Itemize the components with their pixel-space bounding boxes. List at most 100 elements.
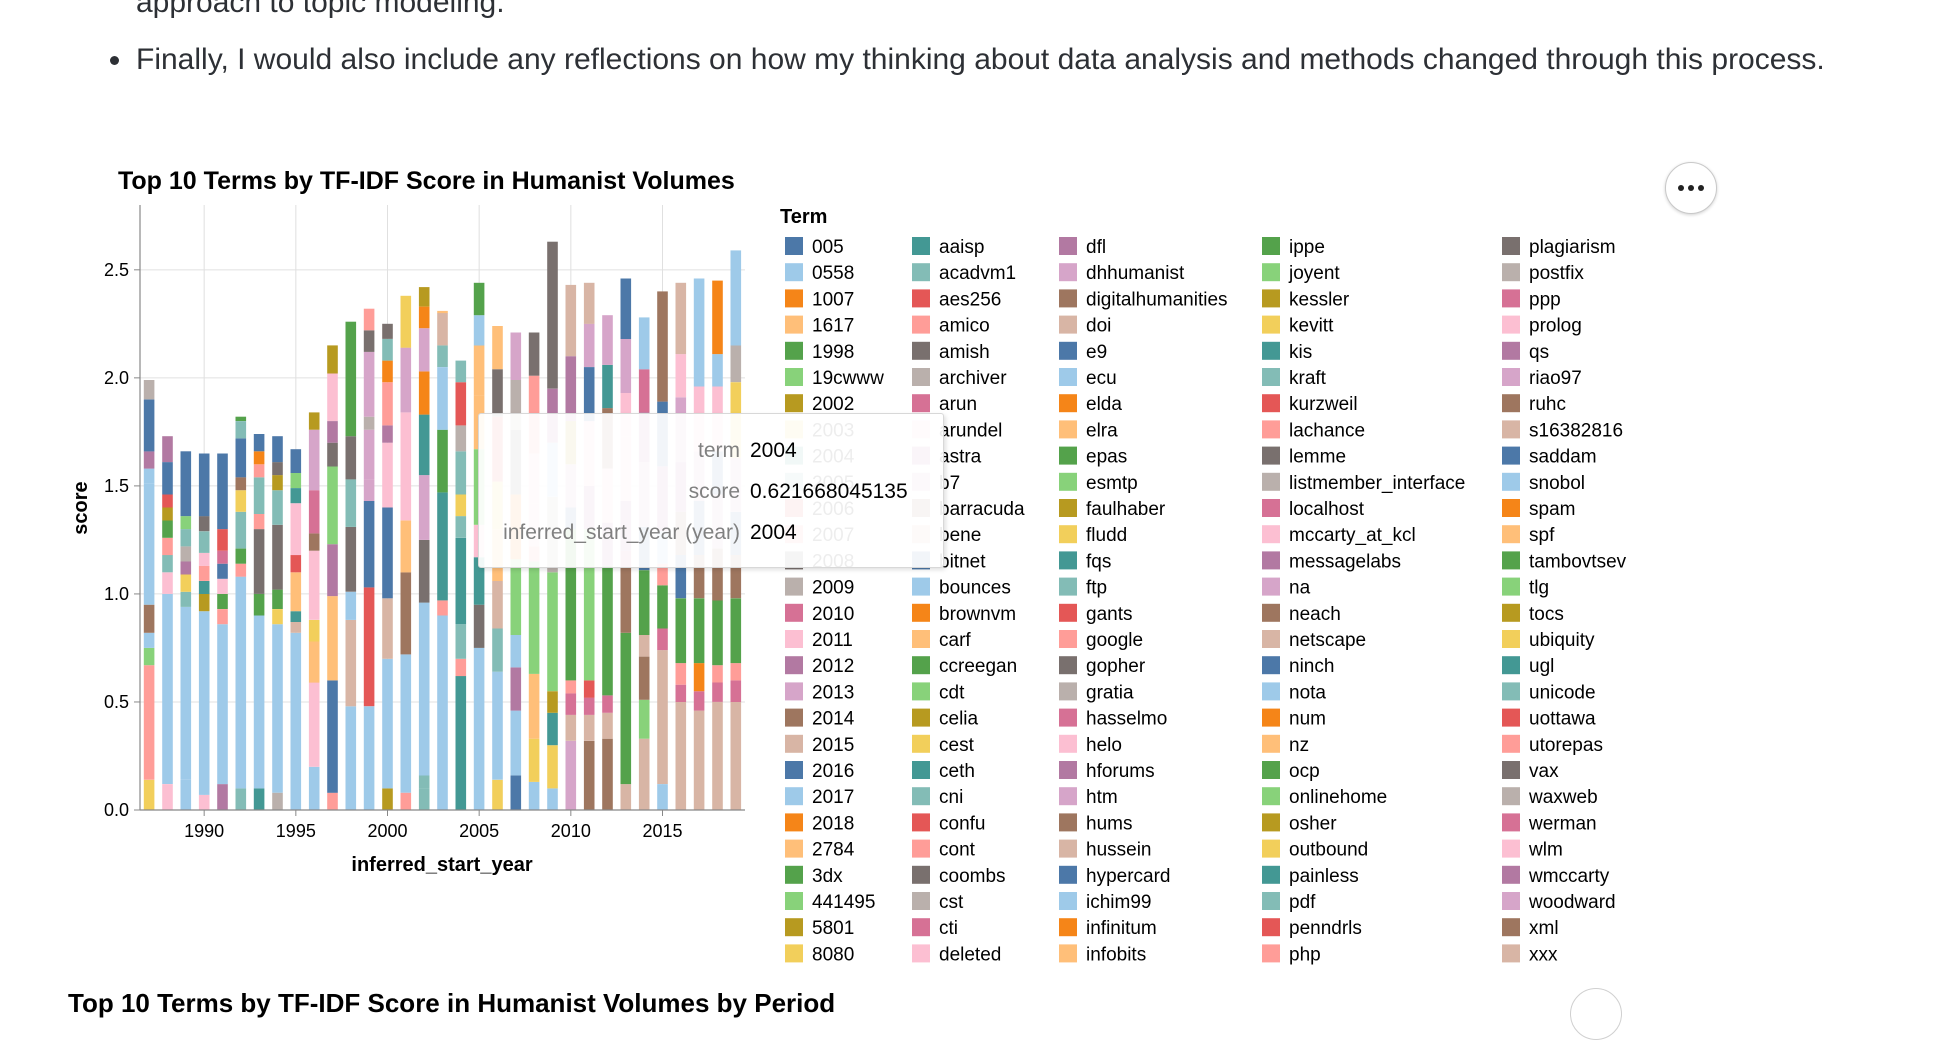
bar-segment[interactable]: netscape: 0.28: [382, 598, 393, 659]
bar-segment[interactable]: elda: 0.1: [382, 360, 393, 383]
bar-segment[interactable]: cont: 0.08: [712, 665, 723, 683]
bar-segment[interactable]: coombs: 0.3: [253, 529, 265, 594]
bar-segment[interactable]: amish: 0.07: [382, 323, 393, 339]
legend-item[interactable]: digitalhumanities: [1059, 289, 1228, 310]
bar-segment[interactable]: 2008: 0.22: [492, 369, 503, 417]
bar-segment[interactable]: kurzweil: 0.06: [162, 494, 173, 508]
bar-segment[interactable]: snobol: 0.14: [473, 315, 485, 346]
bar-segment[interactable]: 0558: 0.98: [235, 576, 247, 789]
legend-item[interactable]: outbound: [1262, 839, 1368, 861]
bar-segment[interactable]: cst: 0.06: [363, 416, 375, 430]
bar-segment[interactable]: 2016: 0.25: [583, 367, 595, 422]
bar-segment[interactable]: amish: 0.68: [547, 241, 558, 389]
legend-item[interactable]: acadvm1: [912, 263, 1016, 284]
bar-segment[interactable]: 2013: 0.23: [602, 315, 613, 365]
bar-segment[interactable]: acadvm1: 0.06: [418, 775, 430, 789]
bar-segment[interactable]: coombs: 0.3: [272, 524, 283, 590]
bar-segment[interactable]: 0558: 0.74: [217, 624, 228, 785]
legend-item[interactable]: 8080: [785, 944, 854, 965]
bar-segment[interactable]: cest: 0.1: [235, 490, 247, 512]
bar-segment[interactable]: ugl: 0.5: [437, 492, 448, 601]
bar-segment[interactable]: 1617: 0.19: [308, 641, 320, 683]
bar-segment[interactable]: 19cwww: 0.07: [290, 472, 302, 488]
bar-segment[interactable]: 2014: 0.13: [143, 604, 155, 633]
bar-segment[interactable]: 2012: 0.3: [565, 356, 577, 421]
legend-item[interactable]: ceth: [912, 761, 975, 782]
bar-segment[interactable]: amico: 0.07: [437, 600, 448, 616]
bar-segment[interactable]: 2015: 0.5: [712, 702, 723, 810]
bar-segment[interactable]: 2010: 0.09: [693, 691, 705, 711]
bar-segment[interactable]: 2015: 0.5: [730, 702, 742, 810]
legend-item[interactable]: celia: [912, 708, 979, 730]
bar-segment[interactable]: 1998: 0.3: [675, 598, 687, 664]
bar-segment[interactable]: plagiarism: 0.2: [473, 604, 485, 648]
bar-segment[interactable]: 1007: 0.06: [253, 451, 265, 465]
bar-segment[interactable]: ugl: 0.15: [547, 712, 558, 746]
bar-segment[interactable]: acadvm1: 0.1: [455, 516, 467, 538]
legend-item[interactable]: 2017: [785, 787, 854, 808]
bar-segment[interactable]: 2015: 0.05: [290, 622, 302, 633]
legend-item[interactable]: qs: [1502, 341, 1549, 363]
bar-segment[interactable]: 0558: 0.6: [382, 658, 393, 789]
legend-item[interactable]: lachance: [1262, 420, 1365, 441]
bar-segment[interactable]: 2013: 0.25: [620, 339, 632, 393]
legend-item[interactable]: riao97: [1502, 368, 1582, 389]
bar-segment[interactable]: cont: 0.53: [143, 665, 155, 780]
legend-item[interactable]: 005: [785, 237, 844, 258]
bar-segment[interactable]: 0558: 0.78: [272, 624, 283, 793]
legend-item[interactable]: google: [1059, 630, 1143, 651]
bar-segment[interactable]: 0558: 0.75: [473, 647, 485, 810]
bar-segment[interactable]: osher: 0.1: [547, 691, 558, 713]
bar-segment[interactable]: tlg: 0.7: [583, 529, 595, 681]
bar-segment[interactable]: aes256: 0.08: [290, 555, 302, 573]
legend-item[interactable]: ecu: [1059, 368, 1117, 389]
legend-item[interactable]: pdf: [1262, 892, 1316, 913]
legend-item[interactable]: dhhumanist: [1059, 263, 1185, 284]
bar-segment[interactable]: 2015: 0.12: [565, 714, 577, 741]
legend-item[interactable]: nz: [1262, 734, 1309, 756]
bar-segment[interactable]: wlm: 0.12: [162, 784, 173, 810]
legend-item[interactable]: aaisp: [912, 237, 984, 258]
bar-segment[interactable]: 2010: 0.1: [730, 680, 742, 702]
bar-segment[interactable]: unicode: 0.08: [180, 529, 192, 547]
bar-segment[interactable]: 2016: 0.12: [272, 436, 283, 463]
bar-segment[interactable]: 1998: 0.53: [345, 321, 357, 437]
bar-segment[interactable]: epas: 0.29: [437, 429, 448, 493]
bar-segment[interactable]: 0558: 0.5: [492, 671, 503, 780]
bar-segment[interactable]: dfl: 0.1: [327, 421, 338, 443]
bar-segment[interactable]: 2010: 0.08: [602, 695, 613, 713]
bar-segment[interactable]: 2011: 0.2: [675, 354, 687, 398]
bar-segment[interactable]: ugl: 0.1: [253, 788, 265, 810]
bar-segment[interactable]: hypercard: 0.24: [143, 399, 155, 452]
legend-item[interactable]: spam: [1502, 499, 1575, 520]
legend-item[interactable]: 19cwww: [785, 368, 884, 389]
legend-item[interactable]: infinitum: [1059, 918, 1157, 939]
legend-item[interactable]: kraft: [1262, 368, 1327, 389]
bar-segment[interactable]: 0558: 0.85: [198, 611, 210, 795]
bar-segment[interactable]: ubiquity: 0.2: [528, 738, 540, 782]
legend-item[interactable]: nota: [1262, 682, 1326, 703]
bar-segment[interactable]: archiver: 0.12: [455, 425, 467, 452]
bar-segment[interactable]: 0558: 0.12: [657, 784, 668, 810]
legend-item[interactable]: helo: [1059, 734, 1122, 756]
legend-item[interactable]: wlm: [1502, 839, 1563, 861]
bar-segment[interactable]: hforums: 0.24: [327, 544, 338, 597]
bar-segment[interactable]: cni: 0.22: [345, 479, 357, 527]
legend-item[interactable]: infobits: [1059, 944, 1146, 965]
bar-segment[interactable]: kessler: 0.07: [272, 475, 283, 491]
legend-item[interactable]: bounces: [912, 577, 1011, 599]
bar-segment[interactable]: 2010: 0.1: [657, 628, 668, 651]
bar-segment[interactable]: woodward: 0.28: [308, 429, 320, 491]
legend-item[interactable]: na: [1262, 577, 1311, 599]
legend-item[interactable]: aes256: [912, 289, 1001, 310]
bar-segment[interactable]: amico: 0.08: [400, 792, 412, 810]
bar-segment[interactable]: 2010: 0.2: [638, 369, 650, 413]
bar-segment[interactable]: dhhumanist: 0.22: [510, 332, 522, 381]
bar-segment[interactable]: cest: 0.24: [400, 295, 412, 348]
bar-segment[interactable]: ugl: 0.4: [455, 537, 467, 625]
bar-segment[interactable]: utorepas: 0.06: [235, 563, 247, 577]
bar-segment[interactable]: 2015: 0.12: [602, 712, 613, 739]
bar-segment[interactable]: 2014: 0.2: [693, 555, 705, 599]
bar-segment[interactable]: wlm: 0.07: [198, 794, 210, 810]
legend-item[interactable]: tlg: [1502, 577, 1549, 599]
